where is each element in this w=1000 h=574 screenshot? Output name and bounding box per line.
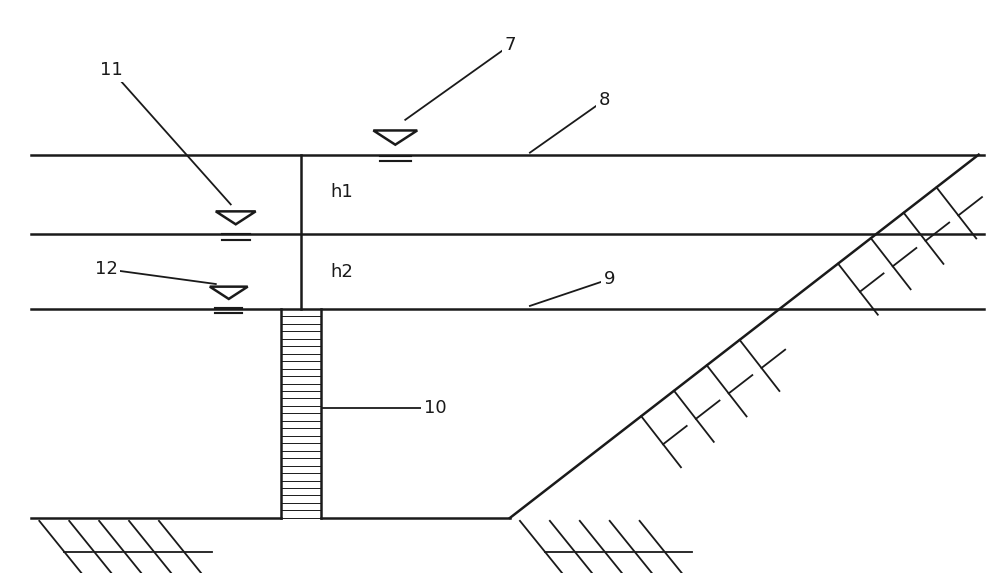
- Text: 11: 11: [100, 61, 122, 79]
- Text: 12: 12: [95, 260, 118, 278]
- Text: 8: 8: [599, 91, 610, 109]
- Text: 9: 9: [604, 270, 615, 288]
- Text: 10: 10: [424, 400, 446, 417]
- Text: 7: 7: [504, 36, 516, 54]
- Text: h2: h2: [330, 263, 353, 281]
- Text: h1: h1: [330, 184, 353, 201]
